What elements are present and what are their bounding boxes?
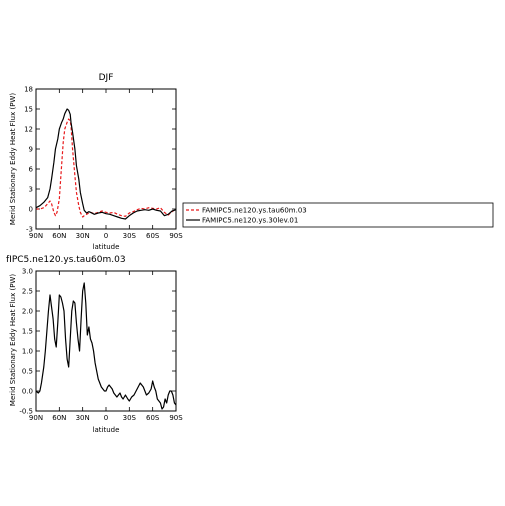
series-lines-2 xyxy=(35,282,177,410)
chart-title: DJF xyxy=(99,73,114,83)
series-line-0 xyxy=(35,282,177,410)
y-tick-label: 18 xyxy=(24,86,33,94)
x-tick-label: 90N xyxy=(29,232,43,240)
x-tick-label: 30N xyxy=(76,232,90,240)
y-tick-label: 12 xyxy=(24,126,33,134)
axis-ticks-2: 90N 60N 30N 0 30S 60S 90S -0.5 0.0 0.5 1.0 1.5 2.0 2.… xyxy=(19,268,183,423)
plot-frame xyxy=(35,88,177,230)
legend-box xyxy=(182,202,494,228)
x-tick-label: 90S xyxy=(169,414,183,422)
y-tick-label: -0.5 xyxy=(19,408,33,416)
x-tick-label: 30S xyxy=(123,414,137,422)
legend: FAMIPC5.ne120.ys.tau60m.03 FAMIPC5.ne120… xyxy=(182,202,494,228)
x-tick-label: 60S xyxy=(146,232,160,240)
series-lines xyxy=(35,108,177,220)
y-axis-label: Merid Stationary Eddy Heat Flux (PW) xyxy=(9,93,17,225)
x-tick-label: 0 xyxy=(104,414,108,422)
x-axis-label: latitude xyxy=(93,243,120,251)
chart-panel-bottom: fIPC5.ne120.ys.tau60m.03 Merid Stationar… xyxy=(6,255,183,434)
x-tick-label: 60S xyxy=(146,414,160,422)
legend-label-0: FAMIPC5.ne120.ys.tau60m.03 xyxy=(202,207,307,215)
chart-title-2: fIPC5.ne120.ys.tau60m.03 xyxy=(6,255,126,265)
y-tick-label: 0 xyxy=(29,206,33,214)
y-tick-label: 2.5 xyxy=(22,288,33,296)
x-tick-label: 30N xyxy=(76,414,90,422)
legend-label-1: FAMIPC5.ne120.ys.30lev.01 xyxy=(202,217,298,225)
y-tick-label: 0.5 xyxy=(22,368,33,376)
y-tick-label: 1.5 xyxy=(22,328,33,336)
x-tick-label: 60N xyxy=(52,232,66,240)
y-tick-label: 1.0 xyxy=(22,348,33,356)
plot-frame-2 xyxy=(35,270,177,412)
y-tick-label: 9 xyxy=(29,146,33,154)
x-tick-label: 90S xyxy=(169,232,183,240)
series-line-0 xyxy=(36,118,177,218)
y-tick-label: 6 xyxy=(29,166,34,174)
y-tick-label: 3.0 xyxy=(22,268,33,276)
x-axis-label-2: latitude xyxy=(93,426,120,434)
y-tick-label: 2.0 xyxy=(22,308,33,316)
axis-ticks: 90N 60N 30N 0 30S 60S 90S -3 0 3 6 9 12 15 18 xyxy=(24,86,183,241)
y-axis-label-2: Merid Stationary Eddy Heat Flux (PW) xyxy=(9,274,17,406)
series-line-1 xyxy=(35,108,177,220)
y-tick-label: -3 xyxy=(26,226,33,234)
x-tick-label: 30S xyxy=(123,232,137,240)
x-tick-label: 60N xyxy=(52,414,66,422)
y-tick-label: 0.0 xyxy=(22,388,33,396)
y-tick-label: 15 xyxy=(24,106,33,114)
x-tick-label: 0 xyxy=(104,232,108,240)
x-tick-label: 90N xyxy=(29,414,43,422)
y-tick-label: 3 xyxy=(29,186,33,194)
chart-panel-top: DJF Merid Stationary Eddy Heat Flux (PW)… xyxy=(9,73,183,251)
